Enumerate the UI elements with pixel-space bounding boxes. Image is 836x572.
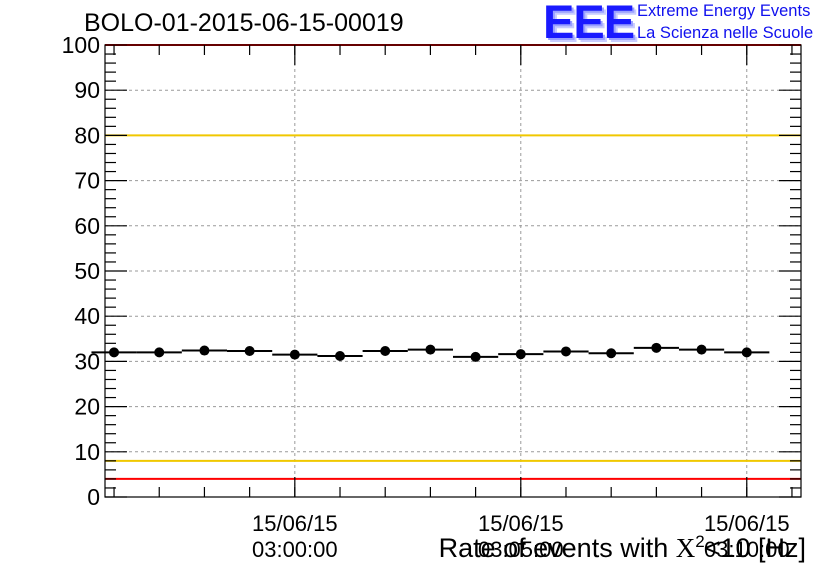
- y-tick-label: 70: [74, 168, 100, 194]
- data-point: [425, 344, 436, 355]
- x-tick-label-time: 03:10:00: [704, 537, 790, 562]
- y-tick-label: 100: [62, 32, 100, 58]
- eee-logo: EEE Extreme Energy Events La Scienza nel…: [543, 0, 836, 46]
- y-tick-label: 80: [74, 122, 100, 148]
- x-axis-label: Rate of events with X2<10 [Hz]: [439, 532, 806, 564]
- y-tick-label: 10: [74, 439, 100, 465]
- x-axis-label-prefix: Rate of events with: [438, 533, 676, 563]
- data-point: [109, 347, 120, 358]
- y-tick-label: 50: [74, 258, 100, 284]
- x-tick-label-time: 03:05:00: [478, 537, 564, 562]
- data-point: [696, 344, 707, 355]
- x-tick-label-date: 15/06/15: [478, 511, 564, 536]
- data-point: [199, 345, 210, 356]
- y-tick-label: 90: [74, 77, 100, 103]
- x-axis-label-suffix: <10 [Hz]: [704, 533, 806, 563]
- data-point: [560, 346, 571, 357]
- data-point: [470, 351, 481, 362]
- logo-line-1: Extreme Energy Events: [637, 2, 811, 20]
- logo-line-2: La Scienza nelle Scuole: [637, 24, 814, 42]
- data-point: [741, 347, 752, 358]
- data-point: [380, 346, 391, 357]
- logo-mark: EEE: [543, 0, 635, 48]
- x-axis-label-symbol: X: [675, 533, 696, 563]
- data-point: [154, 347, 165, 358]
- data-point: [335, 350, 346, 361]
- data-point: [515, 349, 526, 360]
- x-tick-label-date: 15/06/15: [704, 511, 790, 536]
- data-point: [651, 342, 662, 353]
- y-tick-label: 0: [87, 484, 100, 510]
- y-tick-label: 20: [74, 394, 100, 420]
- data-point: [289, 349, 300, 360]
- x-axis-label-superscript: 2: [695, 532, 705, 551]
- chart-title: BOLO-01-2015-06-15-00019: [84, 9, 404, 37]
- data-point: [244, 346, 255, 357]
- y-tick-label: 60: [74, 213, 100, 239]
- y-tick-label: 40: [74, 303, 100, 329]
- x-tick-label-time: 03:00:00: [252, 537, 338, 562]
- data-point: [606, 348, 617, 359]
- x-tick-label-date: 15/06/15: [252, 511, 338, 536]
